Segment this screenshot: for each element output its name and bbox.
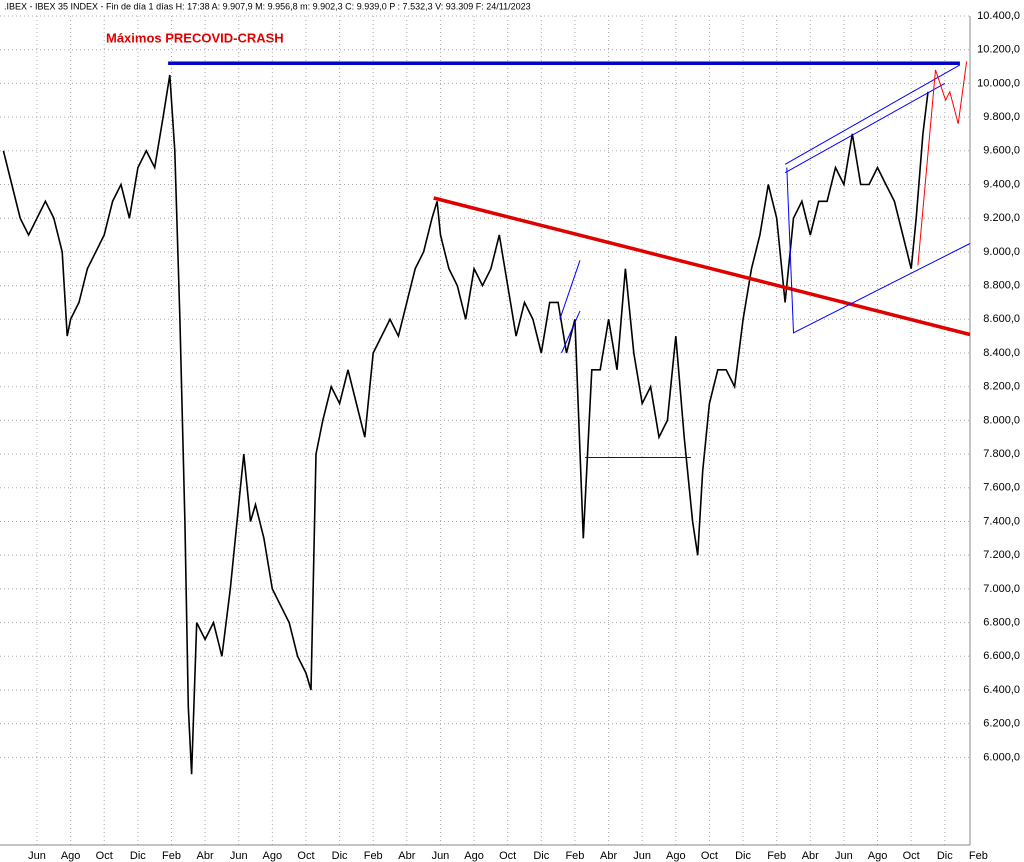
y-tick-label: 9.600,0 [983,145,1020,157]
trend-line [559,260,581,320]
trend-line [917,61,968,266]
x-tick-label: Oct [499,850,516,862]
x-tick-label: Feb [162,850,181,862]
price-line [2,74,929,775]
x-tick-label: Dic [130,850,146,862]
trend-line [786,167,971,334]
trend-line [784,64,961,165]
y-tick-label: 9.000,0 [983,246,1020,258]
y-tick-label: 6.400,0 [983,684,1020,696]
y-tick-label: 8.400,0 [983,347,1020,359]
x-tick-label: Abr [802,850,819,862]
x-tick-label: Jun [28,850,46,862]
y-tick-label: 7.000,0 [983,583,1020,595]
x-tick-label: Oct [96,850,113,862]
chart-title: .IBEX - IBEX 35 INDEX - Fin de día 1 día… [4,1,531,11]
trend-line [561,310,581,354]
y-tick-label: 9.200,0 [983,212,1020,224]
x-tick-label: Ago [868,850,888,862]
x-tick-label: Feb [565,850,584,862]
y-tick-label: 9.800,0 [983,111,1020,123]
y-tick-label: 7.200,0 [983,549,1020,561]
x-tick-label: Dic [533,850,549,862]
x-tick-label: Oct [297,850,314,862]
y-tick-label: 10.400,0 [977,10,1020,22]
x-tick-label: Jun [432,850,450,862]
x-tick-label: Oct [701,850,718,862]
y-tick-label: 7.400,0 [983,515,1020,527]
x-tick-label: Oct [903,850,920,862]
y-tick-label: 6.200,0 [983,718,1020,730]
x-tick-label: Feb [767,850,786,862]
x-tick-label: Feb [969,850,988,862]
x-tick-label: Ago [464,850,484,862]
x-tick-label: Dic [937,850,953,862]
y-tick-label: 8.800,0 [983,279,1020,291]
x-tick-label: Ago [61,850,81,862]
trend-line [784,82,946,174]
y-tick-label: 6.000,0 [983,751,1020,763]
y-tick-label: 10.200,0 [977,44,1020,56]
x-tick-label: Ago [666,850,686,862]
x-tick-label: Jun [835,850,853,862]
trend-line [433,196,971,337]
x-tick-label: Abr [197,850,214,862]
x-tick-label: Dic [332,850,348,862]
y-tick-label: 8.600,0 [983,313,1020,325]
y-tick-label: 8.200,0 [983,381,1020,393]
y-tick-label: 8.000,0 [983,414,1020,426]
y-tick-label: 9.400,0 [983,178,1020,190]
x-tick-label: Dic [735,850,751,862]
y-tick-label: 7.600,0 [983,482,1020,494]
y-tick-label: 10.000,0 [977,77,1020,89]
y-tick-label: 6.800,0 [983,616,1020,628]
y-tick-label: 6.600,0 [983,650,1020,662]
x-tick-label: Feb [364,850,383,862]
x-tick-label: Ago [263,850,283,862]
x-tick-label: Abr [600,850,617,862]
annotation: Máximos PRECOVID-CRASH [106,30,284,45]
x-tick-label: Jun [633,850,651,862]
y-tick-label: 7.800,0 [983,448,1020,460]
x-tick-label: Abr [398,850,415,862]
x-tick-label: Jun [230,850,248,862]
